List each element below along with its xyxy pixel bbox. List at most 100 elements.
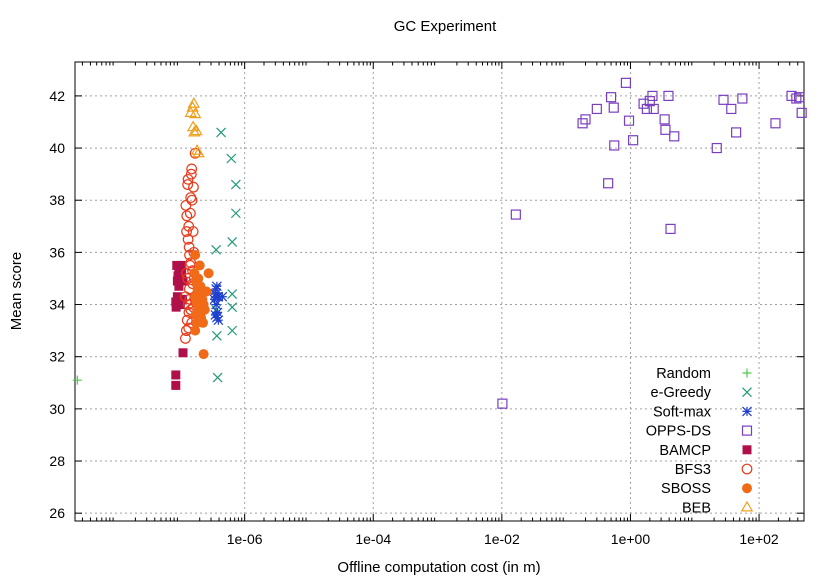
data-point	[190, 325, 201, 336]
data-point	[211, 312, 222, 323]
data-point	[181, 226, 192, 237]
data-point	[184, 106, 197, 117]
data-point	[201, 286, 212, 297]
data-point	[669, 131, 680, 142]
legend-label: BAMCP	[659, 443, 711, 459]
series-random	[72, 375, 82, 385]
data-point	[211, 330, 222, 341]
y-axis-label: Mean score	[8, 252, 25, 330]
data-point	[180, 333, 191, 344]
data-point	[211, 281, 222, 292]
series-soft-max	[209, 281, 228, 326]
data-point	[603, 178, 614, 189]
legend-marker	[740, 500, 754, 512]
legend-marker	[742, 406, 752, 417]
data-point	[227, 289, 238, 300]
legend-label: SBOSS	[661, 481, 711, 497]
data-point	[620, 77, 632, 88]
data-point	[194, 260, 205, 271]
legend-marker	[741, 425, 753, 436]
data-point	[175, 300, 185, 310]
data-point	[213, 315, 224, 326]
data-point	[184, 207, 196, 219]
x-axis-label: Offline computation cost (in m)	[337, 559, 540, 576]
series-opps-ds	[497, 77, 807, 409]
legend-label: Random	[656, 366, 711, 382]
data-point	[211, 299, 222, 310]
data-point	[794, 92, 805, 103]
plot-frame	[74, 61, 805, 522]
y-tick-label: 32	[49, 349, 65, 365]
data-point	[791, 93, 802, 104]
data-point	[203, 268, 214, 279]
data-point	[186, 163, 198, 175]
data-point	[187, 226, 199, 237]
y-tick-label: 34	[49, 297, 65, 313]
data-point	[174, 281, 184, 291]
x-tick-label: 1e-06	[227, 531, 263, 547]
data-point	[641, 103, 652, 115]
data-point	[665, 223, 676, 235]
data-point	[186, 194, 198, 206]
x-tick-label: 1e-02	[484, 531, 520, 547]
legend: Random e-Greedy Soft-max OPPS-DS BAMCP BFS3 SB…	[646, 366, 754, 516]
data-point	[216, 127, 227, 138]
data-point	[178, 348, 188, 358]
data-point	[227, 325, 238, 336]
data-point	[623, 115, 635, 126]
data-point	[226, 153, 237, 164]
data-point	[193, 273, 204, 284]
chart-title: GC Experiment	[394, 18, 497, 35]
data-point	[210, 310, 221, 320]
legend-marker	[742, 368, 752, 378]
tick-layer: 26 28 30 32 34 36 38 40 42 1e-06 1e-04 1e-02 1e+00 1e…	[49, 62, 804, 547]
data-point	[648, 103, 659, 115]
y-tick-label: 42	[49, 88, 65, 104]
data-point	[659, 114, 670, 125]
legend-marker	[742, 387, 752, 398]
data-point	[199, 304, 210, 315]
series-e-greedy	[211, 127, 241, 383]
y-tick-label: 36	[49, 244, 65, 260]
data-point	[731, 127, 742, 138]
x-tick-label: 1e+00	[611, 531, 651, 547]
data-point	[647, 90, 658, 102]
data-point	[217, 291, 228, 302]
data-point	[182, 233, 194, 245]
data-point	[188, 107, 202, 119]
data-point	[605, 92, 617, 103]
data-point	[181, 210, 193, 222]
data-point	[187, 97, 201, 108]
legend-label: OPPS-DS	[646, 424, 711, 440]
data-point	[192, 146, 205, 158]
data-point	[176, 260, 186, 270]
data-point	[660, 124, 671, 135]
legend-marker	[741, 463, 753, 475]
data-point	[608, 102, 619, 113]
x-tick-label: 1e+02	[739, 531, 779, 547]
y-tick-label: 30	[49, 401, 65, 417]
data-point	[198, 349, 209, 360]
data-point	[182, 173, 194, 185]
data-point	[497, 398, 508, 409]
data-point	[770, 118, 781, 129]
data-point	[182, 179, 194, 190]
data-point	[190, 249, 201, 260]
data-point	[177, 294, 187, 304]
series-beb	[184, 97, 205, 158]
data-point	[173, 271, 183, 281]
data-point	[212, 372, 223, 383]
y-tick-label: 40	[49, 140, 65, 156]
data-point	[193, 289, 204, 300]
legend-marker	[742, 445, 752, 455]
data-point	[172, 292, 182, 302]
data-point	[211, 283, 222, 294]
data-point	[209, 294, 220, 305]
data-point	[796, 107, 807, 118]
x-tick-label: 1e-04	[355, 531, 391, 547]
data-point	[663, 90, 674, 102]
data-point	[185, 168, 197, 180]
data-point	[737, 93, 748, 104]
data-point	[591, 103, 602, 115]
data-point	[718, 94, 729, 105]
